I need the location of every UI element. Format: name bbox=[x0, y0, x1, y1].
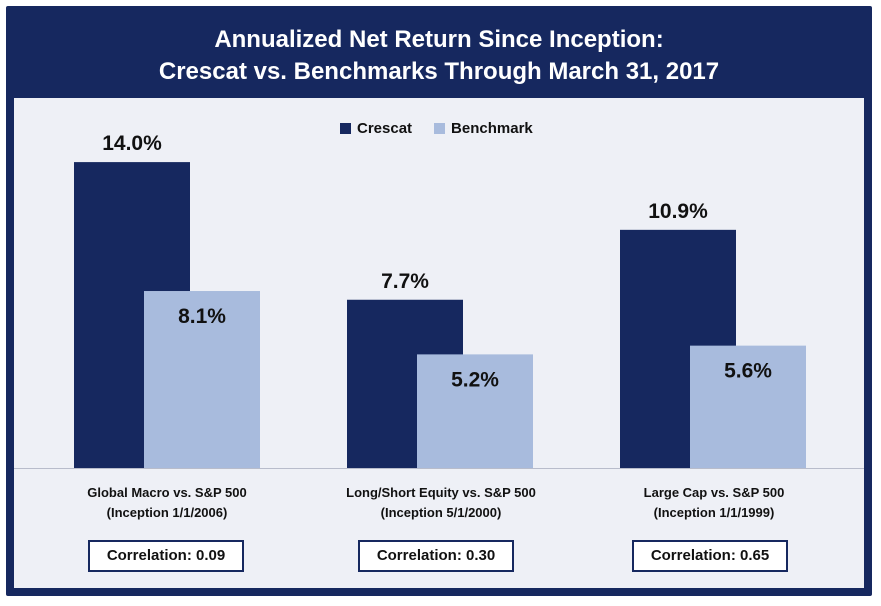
legend: Crescat Benchmark bbox=[340, 120, 555, 137]
correlation-box-large-cap: Correlation: 0.65 bbox=[632, 540, 788, 572]
legend-item-crescat: Crescat bbox=[340, 120, 412, 137]
plot-area: 14.0% 7.7% 10.9% 8.1% 5.2% 5.6% bbox=[14, 98, 864, 588]
data-label-crescat-large-cap: 10.9% bbox=[648, 200, 708, 223]
category-note: (Inception 1/1/1999) bbox=[653, 505, 775, 520]
data-label-crescat-global-macro: 14.0% bbox=[102, 132, 162, 155]
bar-chart-svg: 14.0% 7.7% 10.9% 8.1% 5.2% 5.6% bbox=[14, 132, 864, 469]
bar-benchmark-global-macro bbox=[144, 291, 260, 468]
legend-label-benchmark: Benchmark bbox=[451, 120, 533, 137]
correlation-box-global-macro: Correlation: 0.09 bbox=[88, 540, 244, 572]
category-name: Large Cap vs. S&P 500 bbox=[643, 485, 785, 500]
data-label-benchmark-long-short: 5.2% bbox=[451, 368, 499, 391]
category-name: Long/Short Equity vs. S&P 500 bbox=[346, 485, 536, 500]
category-note: (Inception 1/1/2006) bbox=[106, 505, 228, 520]
data-label-benchmark-global-macro: 8.1% bbox=[178, 305, 226, 328]
chart-subtitle: Crescat vs. Benchmarks Through March 31,… bbox=[158, 58, 720, 85]
data-label-benchmark-large-cap: 5.6% bbox=[724, 360, 772, 383]
category-label-long-short: Long/Short Equity vs. S&P 500 (Inception… bbox=[321, 483, 561, 523]
category-label-global-macro: Global Macro vs. S&P 500 (Inception 1/1/… bbox=[47, 483, 287, 523]
correlation-box-long-short: Correlation: 0.30 bbox=[358, 540, 514, 572]
bar-benchmark-large-cap bbox=[690, 345, 806, 468]
bar-benchmark-long-short bbox=[417, 354, 533, 468]
legend-item-benchmark: Benchmark bbox=[434, 120, 533, 137]
data-label-crescat-long-short: 7.7% bbox=[381, 270, 429, 293]
category-label-large-cap: Large Cap vs. S&P 500 (Inception 1/1/199… bbox=[594, 483, 834, 523]
legend-swatch-crescat bbox=[340, 123, 351, 134]
legend-swatch-benchmark bbox=[434, 123, 446, 134]
legend-label-crescat: Crescat bbox=[357, 120, 413, 137]
category-note: (Inception 5/1/2000) bbox=[380, 505, 502, 520]
chart-title: Annualized Net Return Since Inception: bbox=[214, 26, 664, 53]
category-name: Global Macro vs. S&P 500 bbox=[87, 485, 247, 500]
chart-title-block: Annualized Net Return Since Inception: C… bbox=[6, 24, 872, 88]
